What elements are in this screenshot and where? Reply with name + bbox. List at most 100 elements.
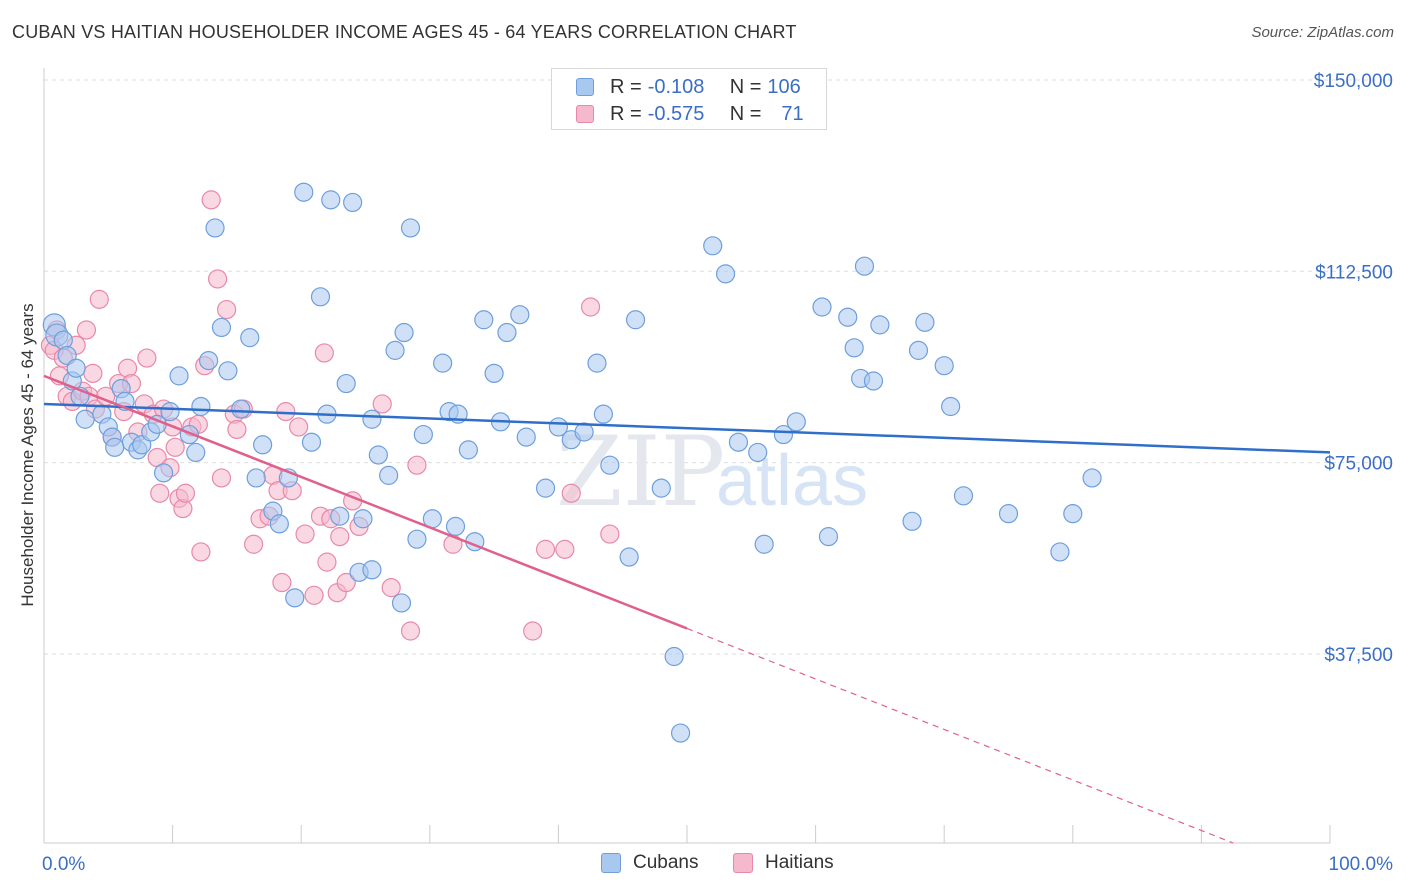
legend-r-value-cubans: -0.108 xyxy=(647,75,705,98)
haitian-point xyxy=(244,534,264,554)
cuban-point xyxy=(854,256,875,276)
series-label-haitians: Haitians xyxy=(765,852,834,873)
haitian-point xyxy=(217,299,237,320)
cuban-point xyxy=(246,468,266,488)
cuban-point xyxy=(870,315,890,335)
cuban-point xyxy=(715,264,736,284)
cuban-point xyxy=(535,478,556,498)
cuban-point xyxy=(484,363,504,383)
series-legend-cubans: Cubans xyxy=(601,852,699,874)
haitian-point xyxy=(314,343,334,363)
cuban-point xyxy=(497,322,517,343)
cuban-point xyxy=(391,593,412,613)
cuban-point xyxy=(105,437,125,457)
haitian-trend-extension xyxy=(686,627,1234,844)
cuban-point xyxy=(336,373,356,394)
cuban-point xyxy=(844,338,864,358)
tick-labels: $37,500 $75,000 $112,500 $150,000 0.0% 100.0% xyxy=(42,71,1393,875)
cuban-point xyxy=(902,511,922,531)
cuban-point xyxy=(600,455,620,475)
haitian-point xyxy=(336,572,356,593)
cuban-point xyxy=(294,182,314,202)
cuban-point xyxy=(625,310,646,330)
cuban-point xyxy=(619,547,639,567)
cuban-point xyxy=(353,509,373,529)
cuban-point xyxy=(330,506,350,526)
cuban-point xyxy=(651,478,671,498)
cuban-point xyxy=(301,432,322,452)
legend-r-label: R = xyxy=(610,75,642,98)
y-tick-label-2: $112,500 xyxy=(1315,262,1393,283)
haitian-point xyxy=(165,437,185,457)
series-legend-haitians: Haitians xyxy=(733,852,834,874)
axes xyxy=(43,68,1331,844)
haitian-point xyxy=(83,363,103,383)
cuban-point xyxy=(186,442,206,463)
cuban-point xyxy=(786,412,806,432)
chart-title: CUBAN VS HAITIAN HOUSEHOLDER INCOME AGES… xyxy=(12,22,797,42)
cuban-point xyxy=(231,399,251,419)
cuban-point xyxy=(211,317,232,338)
haitian-point xyxy=(407,455,427,475)
cuban-point xyxy=(218,361,238,381)
cuban-point xyxy=(748,442,768,463)
legend-n-value-cubans: 106 xyxy=(767,75,801,98)
cuban-point xyxy=(458,440,478,460)
cuban-point xyxy=(593,404,614,424)
cuban-point xyxy=(160,402,180,422)
cuban-trend-line xyxy=(43,402,1331,454)
cuban-point xyxy=(362,409,382,429)
haitian-point xyxy=(89,289,109,309)
haitian-point xyxy=(175,483,196,503)
cuban-point xyxy=(433,353,453,373)
cuban-point xyxy=(953,486,974,506)
haitian-point xyxy=(600,524,620,544)
cuban-point xyxy=(934,356,954,376)
haitian-point xyxy=(208,269,228,289)
cuban-point xyxy=(1050,542,1070,562)
legend-row-haitians: R = -0.575 N = 71 xyxy=(576,102,804,126)
legend-r-value-haitians: -0.575 xyxy=(647,102,705,125)
cuban-point xyxy=(413,424,433,445)
haitian-point xyxy=(555,539,575,559)
haitian-point xyxy=(523,621,543,641)
cuban-point xyxy=(205,218,225,238)
haitian-point xyxy=(272,572,292,593)
cuban-point xyxy=(191,396,211,417)
haitian-point xyxy=(317,552,337,572)
cuban-point xyxy=(445,516,466,537)
cuban-point xyxy=(362,560,382,580)
cuban-point xyxy=(310,287,331,307)
x-tick-label-start: 0.0% xyxy=(42,854,85,875)
haitian-point xyxy=(304,585,324,605)
haitian-point xyxy=(295,524,315,544)
cuban-point xyxy=(728,432,749,452)
cuban-point xyxy=(407,529,427,549)
cuban-point xyxy=(400,218,421,238)
haitian-point xyxy=(372,394,392,414)
haitian-point xyxy=(400,621,421,641)
cuban-point xyxy=(474,310,494,330)
cuban-point xyxy=(153,463,174,483)
cuban-point xyxy=(516,427,536,447)
source-label: Source: ZipAtlas.com xyxy=(1251,24,1394,41)
x-tick-label-end: 100.0% xyxy=(1329,854,1394,875)
cuban-point xyxy=(1082,468,1102,488)
cuban-point xyxy=(941,396,961,417)
cuban-point xyxy=(664,646,684,667)
legend-swatch-cubans xyxy=(576,78,594,96)
cuban-point xyxy=(379,465,399,485)
legend-n-value-haitians: 71 xyxy=(781,102,804,125)
cuban-point xyxy=(269,514,289,534)
haitian-point xyxy=(150,483,170,503)
legend-n-label: N = xyxy=(729,102,762,125)
trend-lines xyxy=(43,374,1331,844)
cuban-point xyxy=(915,312,935,332)
cuban-point xyxy=(670,723,691,743)
series-swatch-cubans xyxy=(601,853,621,873)
cuban-point xyxy=(199,350,219,371)
y-tick-label-3: $150,000 xyxy=(1314,71,1393,92)
haitian-point xyxy=(289,417,309,437)
correlation-legend: R = -0.108 N = 106 R = -0.575 N = 71 xyxy=(551,68,827,130)
haitian-point xyxy=(535,539,556,559)
